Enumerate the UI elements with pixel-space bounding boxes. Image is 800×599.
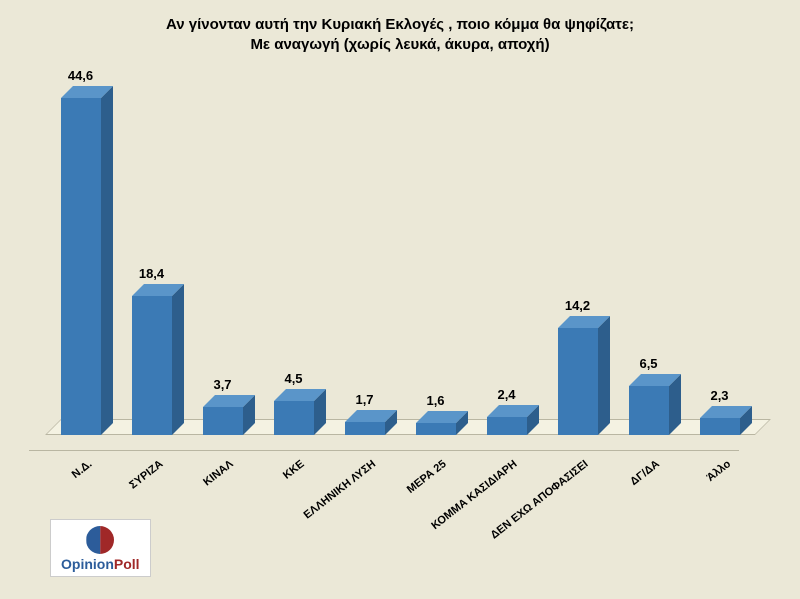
- bar: 18,4: [132, 296, 172, 435]
- bar: 4,5: [274, 401, 314, 435]
- bar-value-label: 1,6: [426, 393, 444, 408]
- bar-value-label: 1,7: [355, 392, 373, 407]
- bar: 2,4: [487, 417, 527, 435]
- bar: 1,7: [345, 422, 385, 435]
- bar-value-label: 2,3: [710, 388, 728, 403]
- x-axis-label: ΚΚΕ: [281, 458, 307, 482]
- bar-value-label: 44,6: [68, 68, 93, 83]
- logo-circle-icon: [86, 526, 114, 554]
- bar: 1,6: [416, 423, 456, 435]
- bar: 44,6: [61, 98, 101, 435]
- x-axis-label: Άλλο: [704, 458, 732, 484]
- bar-value-label: 2,4: [497, 387, 515, 402]
- logo-text: OpinionPoll: [61, 556, 140, 572]
- x-axis-label: Ν.Δ.: [69, 458, 94, 481]
- x-axis-label: ΣΥΡΙΖΑ: [127, 458, 165, 491]
- bar: 6,5: [629, 386, 669, 435]
- bar-value-label: 3,7: [213, 377, 231, 392]
- x-axis-label: ΜΕΡΑ 25: [405, 458, 449, 496]
- chart-title-line-1: Αν γίνονταν αυτή την Κυριακή Εκλογές , π…: [0, 16, 800, 33]
- bar: 2,3: [700, 418, 740, 435]
- bar-value-label: 6,5: [639, 356, 657, 371]
- x-axis-label: ΔΓ/ΔΑ: [628, 458, 662, 488]
- x-axis-labels: Ν.Δ.ΣΥΡΙΖΑΚΙΝΑΛΚΚΕΕΛΛΗΝΙΚΗ ΛΥΣΗΜΕΡΑ 25ΚΟ…: [45, 452, 755, 572]
- bar-value-label: 18,4: [139, 266, 164, 281]
- bar-value-label: 4,5: [284, 371, 302, 386]
- x-axis-label: ΚΙΝΑΛ: [202, 458, 236, 489]
- bar-value-label: 14,2: [565, 298, 590, 313]
- chart-title-line-2: Με αναγωγή (χωρίς λευκά, άκυρα, αποχή): [0, 36, 800, 53]
- opinionpoll-logo: OpinionPoll: [50, 519, 151, 577]
- bar: 14,2: [558, 328, 598, 435]
- x-axis-label: ΕΛΛΗΝΙΚΗ ΛΥΣΗ: [301, 458, 378, 521]
- bar: 3,7: [203, 407, 243, 435]
- bar-chart: 44,6 18,4 3,7 4,5 1,7 1,6 2,4 14,2 6,5 2,3: [45, 95, 755, 435]
